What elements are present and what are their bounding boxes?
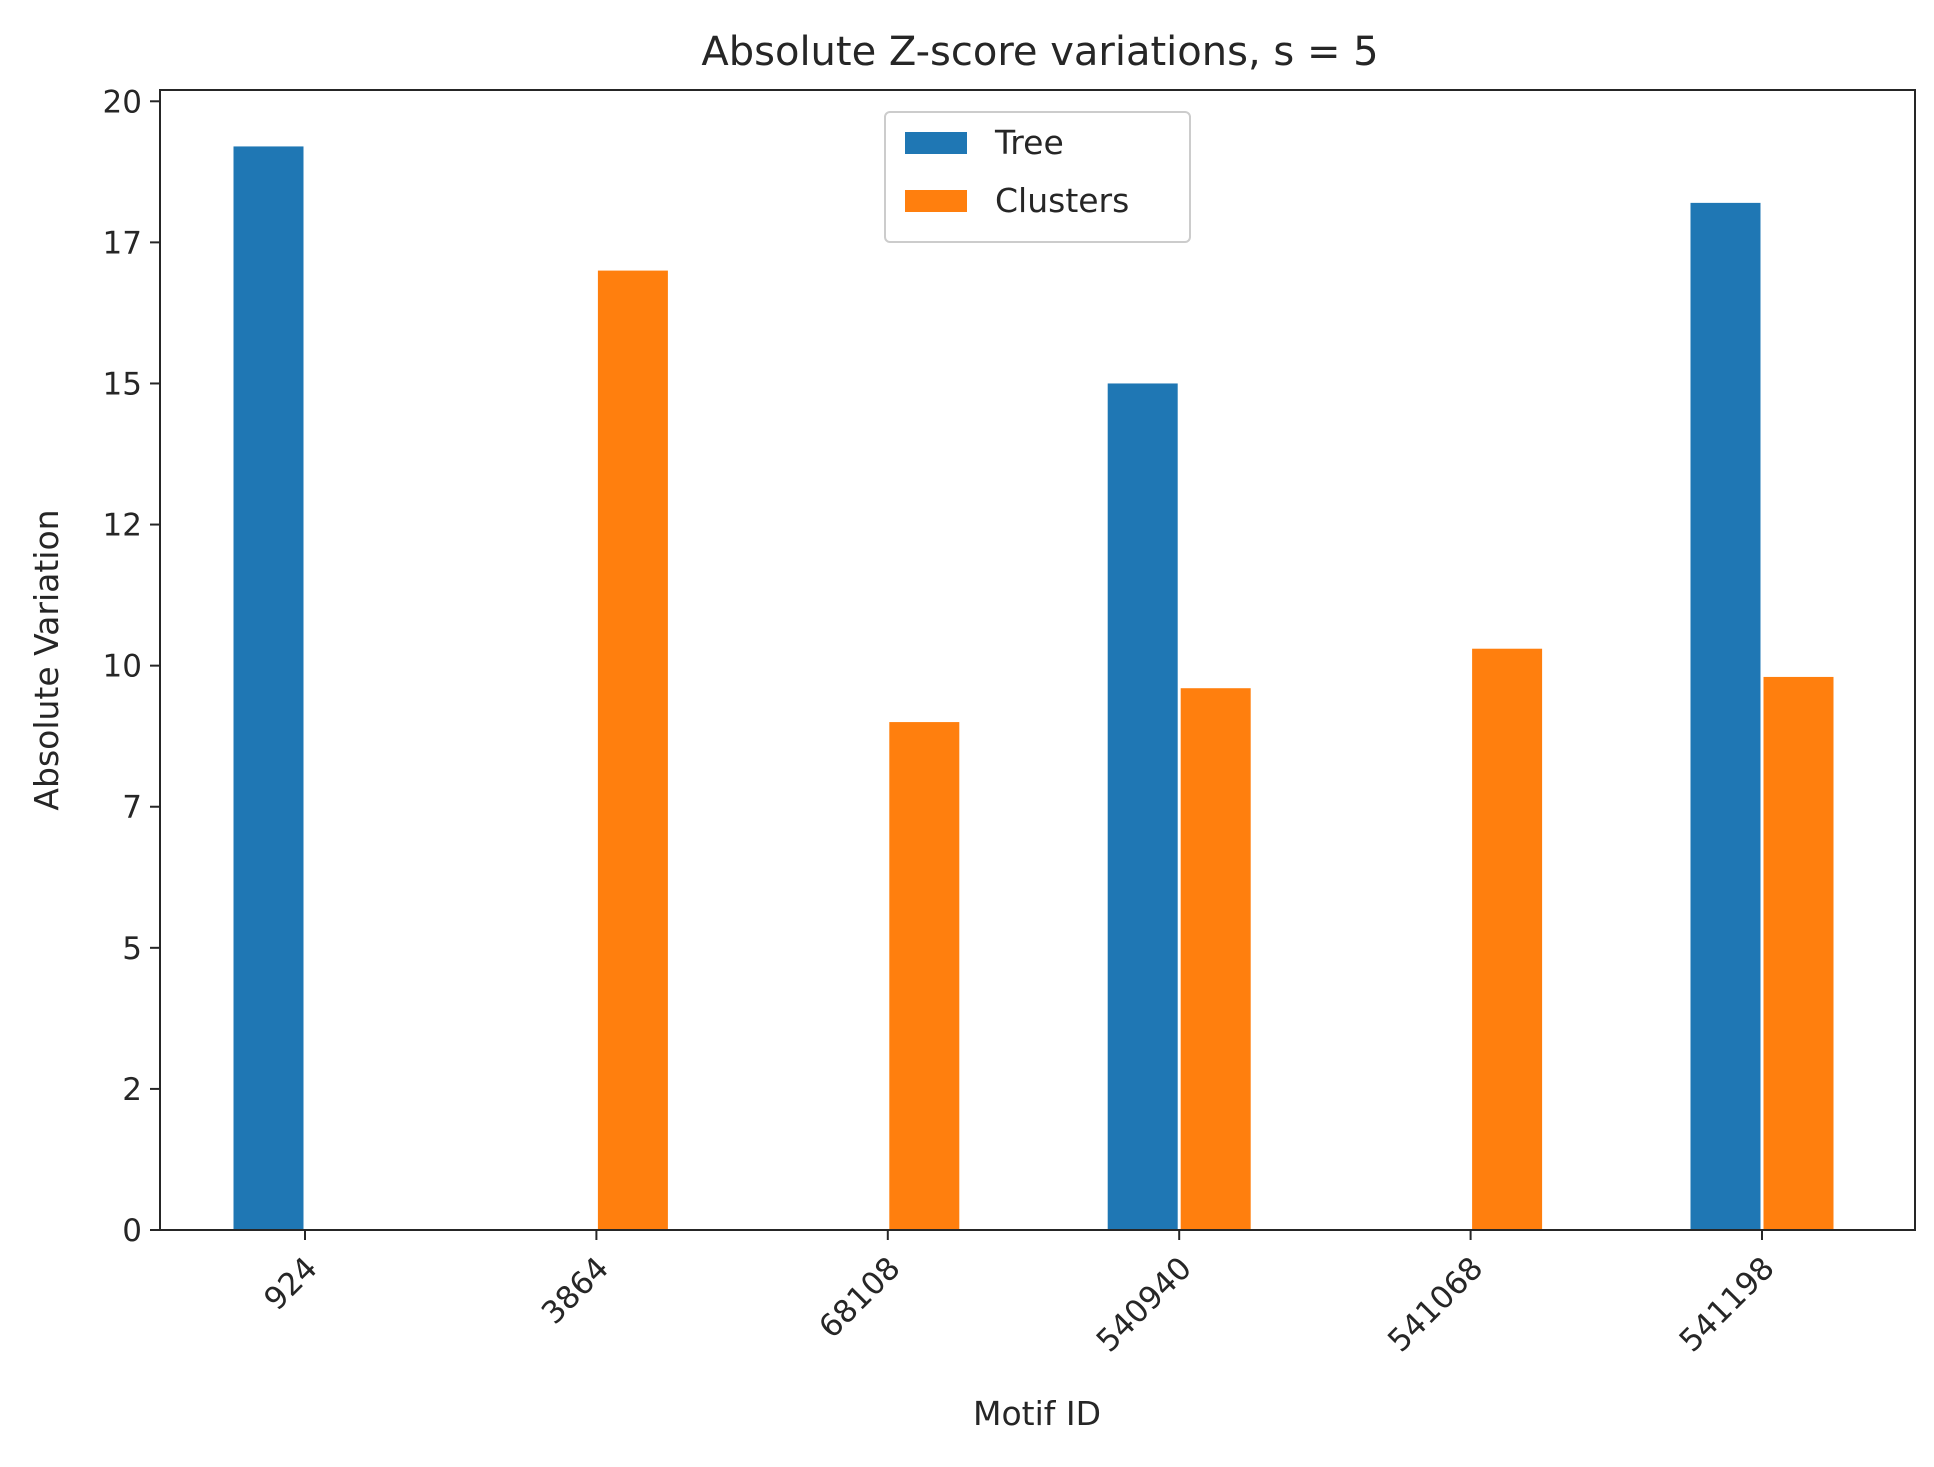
y-tick-label: 20 [103, 84, 142, 120]
bars-group [233, 146, 1834, 1230]
bar-tree-924 [233, 146, 304, 1230]
y-tick-label: 7 [122, 790, 142, 826]
legend: Tree Clusters [884, 111, 1191, 243]
legend-swatch-tree [905, 132, 967, 154]
y-axis-label: Absolute Variation [27, 509, 66, 810]
y-tick-label: 2 [122, 1072, 142, 1108]
x-tick-label: 3864 [535, 1250, 616, 1331]
bar-tree-540940 [1107, 383, 1178, 1230]
x-tick-label: 541068 [1381, 1250, 1490, 1359]
y-tick-label: 15 [103, 366, 142, 402]
x-tick-label: 541198 [1673, 1250, 1782, 1359]
legend-label-clusters: Clusters [995, 181, 1129, 220]
plot-frame [159, 89, 1916, 1231]
x-tick-label: 68108 [812, 1250, 907, 1345]
x-tick-label: 540940 [1090, 1250, 1199, 1359]
bar-clusters-541068 [1472, 648, 1543, 1230]
legend-label-tree: Tree [994, 123, 1064, 162]
chart-title: Absolute Z-score variations, s = 5 [701, 29, 1378, 75]
bar-clusters-541198 [1763, 676, 1834, 1230]
x-tick-label: 924 [257, 1250, 324, 1317]
y-tick-label: 10 [103, 649, 142, 685]
bar-clusters-68108 [889, 722, 960, 1230]
bar-tree-541198 [1690, 202, 1761, 1230]
x-axis-label: Motif ID [973, 1394, 1101, 1433]
y-tick-label: 17 [103, 225, 142, 261]
y-tick-label: 5 [122, 931, 142, 967]
y-axis-ticks: 0 2 5 7 10 12 15 17 20 [103, 84, 160, 1249]
y-tick-label: 0 [122, 1213, 142, 1249]
x-axis-ticks: 924 3864 68108 540940 541068 541198 [257, 1230, 1782, 1359]
bar-clusters-3864 [597, 270, 668, 1230]
y-tick-label: 12 [103, 508, 142, 544]
legend-swatch-clusters [905, 190, 967, 212]
bar-clusters-540940 [1180, 688, 1251, 1230]
